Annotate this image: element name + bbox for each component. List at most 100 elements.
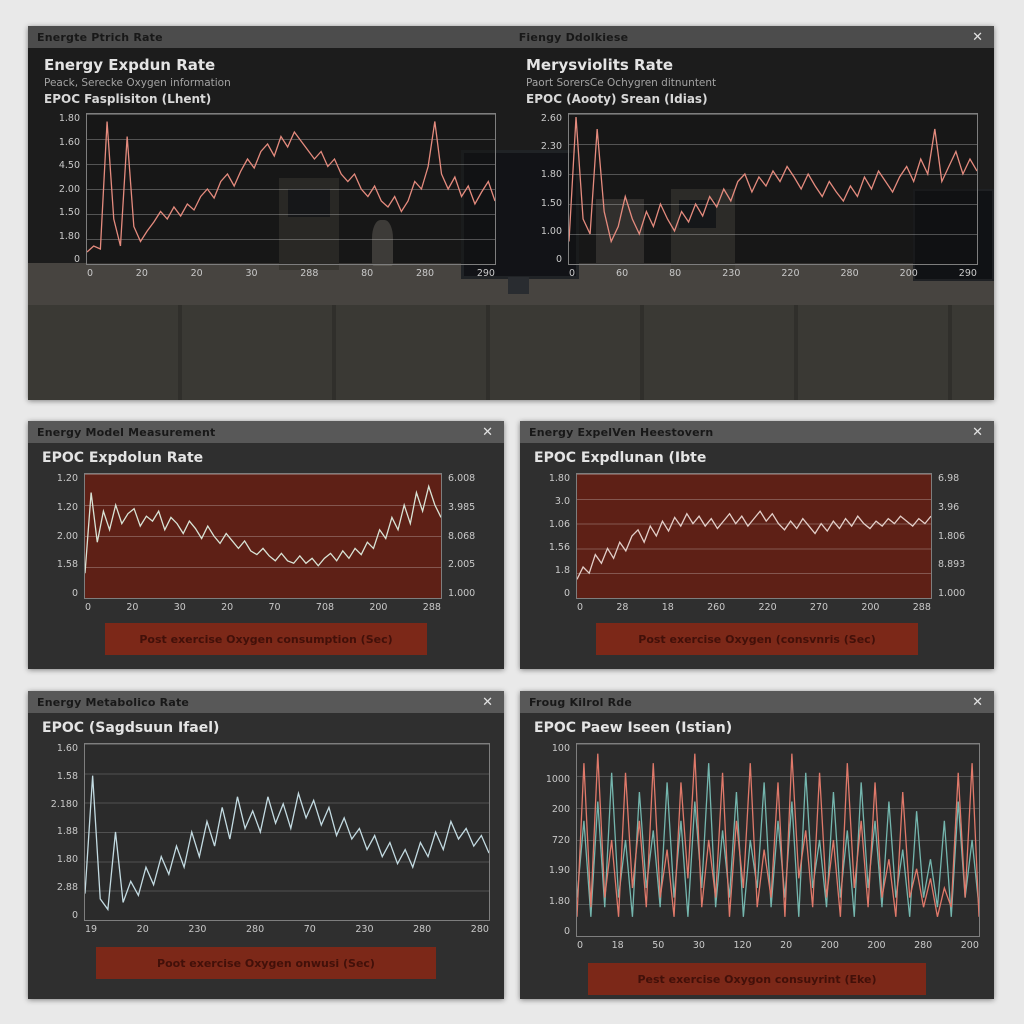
x-axis: 0 20 30 20 70 708 200 288 xyxy=(84,602,442,613)
x-tick-label: 200 xyxy=(820,940,839,951)
chart-epoc-paew: EPOC Paew Iseen (Istian) 100 1000 200 720 1.… xyxy=(520,713,994,995)
chart-caption: Post exercise Oxygen (consvnris (Sec) xyxy=(596,623,918,655)
y-tick-label: 1.60 xyxy=(56,743,78,754)
close-icon[interactable]: ✕ xyxy=(482,694,493,710)
x-axis: 0 18 50 30 120 20 200 200 280 200 xyxy=(576,940,980,951)
y-tick-label: 8.893 xyxy=(938,559,966,571)
chart-title: EPOC (Sagdsuun Ifael) xyxy=(42,720,220,736)
y-tick-label: 1.000 xyxy=(938,588,966,599)
chart-axis-label: EPOC Fasplisiton (Lhent) xyxy=(44,92,212,106)
window-title: Energte Ptrich Rate xyxy=(37,30,163,44)
line-series xyxy=(85,486,441,573)
titlebar[interactable]: Energy Metabolico Rate ✕ xyxy=(28,691,504,713)
chart-subtitle: Peack, Serecke Oxygen information xyxy=(44,77,231,89)
x-tick-label: 260 xyxy=(707,602,726,613)
titlebar[interactable]: Energy ExpelVen Heestovern ✕ xyxy=(520,421,994,443)
line-series xyxy=(85,776,489,910)
window-energy-expel: Energy ExpelVen Heestovern ✕ EPOC Expdlu… xyxy=(520,421,994,669)
line-series xyxy=(569,117,977,242)
x-tick-label: 200 xyxy=(899,268,918,279)
chart-energy-expenditure: Energy Expdun Rate Peack, Serecke Oxygen… xyxy=(44,56,496,279)
x-tick-label: 280 xyxy=(840,268,859,279)
y-axis: 100 1000 200 720 1.90 1.80 0 xyxy=(534,743,576,937)
line-series xyxy=(87,122,495,253)
x-tick-label: 200 xyxy=(867,940,886,951)
window-energy-overview: Energte Ptrich Rate Fiengy Ddolkiese ✕ E… xyxy=(28,26,994,400)
y-tick-label: 1.56 xyxy=(548,542,570,553)
x-tick-label: 230 xyxy=(722,268,741,279)
x-tick-label: 0 xyxy=(87,268,94,279)
y-tick-label: 1.80 xyxy=(56,854,78,866)
window-body: EPOC (Sagdsuun Ifael) 1.60 1.58 2.180 1.88 1… xyxy=(28,713,504,999)
x-tick-label: 70 xyxy=(303,924,316,935)
plot-area xyxy=(576,743,980,937)
x-tick-label: 288 xyxy=(912,602,931,613)
y-axis-right: 6.98 3.96 1.806 8.893 1.000 xyxy=(932,473,980,599)
chart-epoc-rate: EPOC Expdolun Rate 1.20 1.20 2.00 1.58 0 6.0… xyxy=(28,443,504,655)
chart-subtitle: Paort SorersCe Ochygren ditnuntent xyxy=(526,77,717,89)
x-tick-label: 80 xyxy=(669,268,682,279)
chart-epoc-expdlunan: EPOC Expdlunan (Ibte 1.80 3.0 1.06 1.56 1.8 0… xyxy=(520,443,994,655)
y-tick-label: 1.50 xyxy=(540,197,562,209)
titlebar[interactable]: Energte Ptrich Rate Fiengy Ddolkiese ✕ xyxy=(28,26,994,48)
y-axis: 2.60 2.30 1.80 1.50 1.00 0 xyxy=(526,113,568,265)
x-axis: 0 28 18 260 220 270 200 288 xyxy=(576,602,932,613)
x-tick-label: 20 xyxy=(221,602,234,613)
line-chart xyxy=(577,474,931,598)
y-tick-label: 1.60 xyxy=(58,136,80,148)
y-tick-label: 1.80 xyxy=(540,169,562,181)
photo-monitor xyxy=(912,188,994,281)
x-tick-label: 20 xyxy=(136,924,149,935)
x-tick-label: 708 xyxy=(315,602,335,613)
y-tick-label: 2.00 xyxy=(56,530,78,542)
y-tick-label: 0 xyxy=(555,253,562,265)
window-title-secondary: Fiengy Ddolkiese xyxy=(518,30,629,44)
chart-title: EPOC Expdlunan (Ibte xyxy=(534,450,707,466)
x-tick-label: 0 xyxy=(577,940,584,951)
x-axis: 0 60 80 230 220 280 200 290 xyxy=(568,268,978,279)
photo-monitor xyxy=(460,150,579,280)
photo-cabinets xyxy=(28,304,994,400)
x-tick-label: 50 xyxy=(652,940,665,951)
close-icon[interactable]: ✕ xyxy=(972,29,983,45)
chart-epoc-sagdsuun: EPOC (Sagdsuun Ifael) 1.60 1.58 2.180 1.88 1… xyxy=(28,713,504,979)
y-tick-label: 1.90 xyxy=(548,865,570,876)
plot-area xyxy=(568,113,978,265)
x-tick-label: 19 xyxy=(85,924,98,935)
x-tick-label: 290 xyxy=(958,268,977,279)
y-tick-label: 1.8 xyxy=(554,565,570,576)
y-tick-label: 6.98 xyxy=(938,473,960,484)
line-series xyxy=(577,511,931,579)
x-tick-label: 0 xyxy=(577,602,584,613)
y-tick-label: 2.60 xyxy=(540,113,562,124)
close-icon[interactable]: ✕ xyxy=(972,424,983,440)
y-tick-label: 100 xyxy=(551,743,570,754)
chart-metabolic-rate: Merysviolits Rate Paort SorersCe Ochygre… xyxy=(526,56,978,279)
x-tick-label: 120 xyxy=(733,940,752,951)
close-icon[interactable]: ✕ xyxy=(972,694,983,710)
window-body: EPOC Expdlunan (Ibte 1.80 3.0 1.06 1.56 1.8 0… xyxy=(520,443,994,669)
x-tick-label: 220 xyxy=(781,268,800,279)
titlebar[interactable]: Froug Kilrol Rde ✕ xyxy=(520,691,994,713)
y-axis: 1.80 3.0 1.06 1.56 1.8 0 xyxy=(534,473,576,599)
y-axis: 1.60 1.58 2.180 1.88 1.80 2.88 0 xyxy=(42,743,84,921)
y-tick-label: 720 xyxy=(551,834,570,846)
titlebar[interactable]: Energy Model Measurement ✕ xyxy=(28,421,504,443)
window-body: Energy Expdun Rate Peack, Serecke Oxygen… xyxy=(28,48,994,400)
y-tick-label: 1.06 xyxy=(548,519,570,530)
y-tick-label: 1.806 xyxy=(938,530,966,542)
close-icon[interactable]: ✕ xyxy=(482,424,493,440)
x-tick-label: 200 xyxy=(369,602,388,613)
x-tick-label: 280 xyxy=(413,924,432,935)
y-tick-label: 1.50 xyxy=(58,207,80,218)
y-tick-label: 0 xyxy=(71,909,78,921)
photo-dim-overlay xyxy=(28,48,994,400)
x-tick-label: 30 xyxy=(173,602,186,613)
line-series-salmon xyxy=(577,754,979,917)
y-tick-label: 2.005 xyxy=(448,559,476,571)
x-axis: 0 20 20 30 288 80 280 290 xyxy=(86,268,496,279)
line-chart xyxy=(85,474,441,598)
line-series-teal xyxy=(577,763,979,917)
window-energy-model-measurement: Energy Model Measurement ✕ EPOC Expdolun… xyxy=(28,421,504,669)
plot-area xyxy=(86,113,496,265)
